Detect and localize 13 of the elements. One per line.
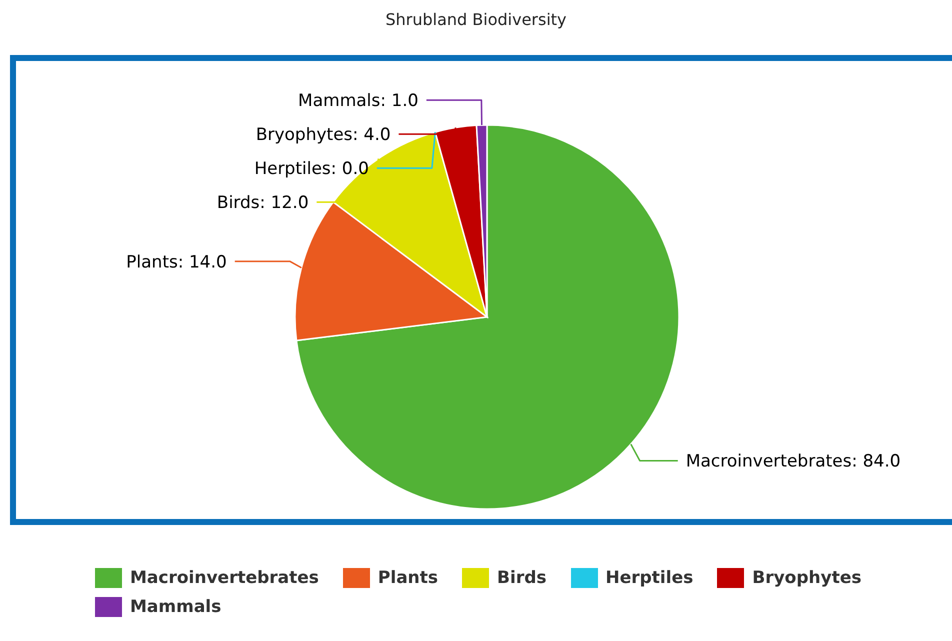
legend-label: Bryophytes [752,568,862,588]
chart-title: Shrubland Biodiversity [384,10,568,29]
data-label: Bryophytes: 4.0 [256,125,391,146]
legend-label: Birds [497,568,546,588]
text: Herptiles: 0.0 [254,159,369,180]
data-label: Mammals: 1.0 [298,91,418,112]
legend-label: Plants [378,568,438,588]
legend-label: Herptiles [606,568,694,588]
legend-label: Macroinvertebrates [130,568,319,588]
data-label: Plants: 14.0 [126,252,227,272]
data-label: Birds: 12.0 [216,193,309,214]
data-label: Macroinvertebrates: 84.0 [686,452,901,472]
legend-label: Mammals [130,596,222,616]
